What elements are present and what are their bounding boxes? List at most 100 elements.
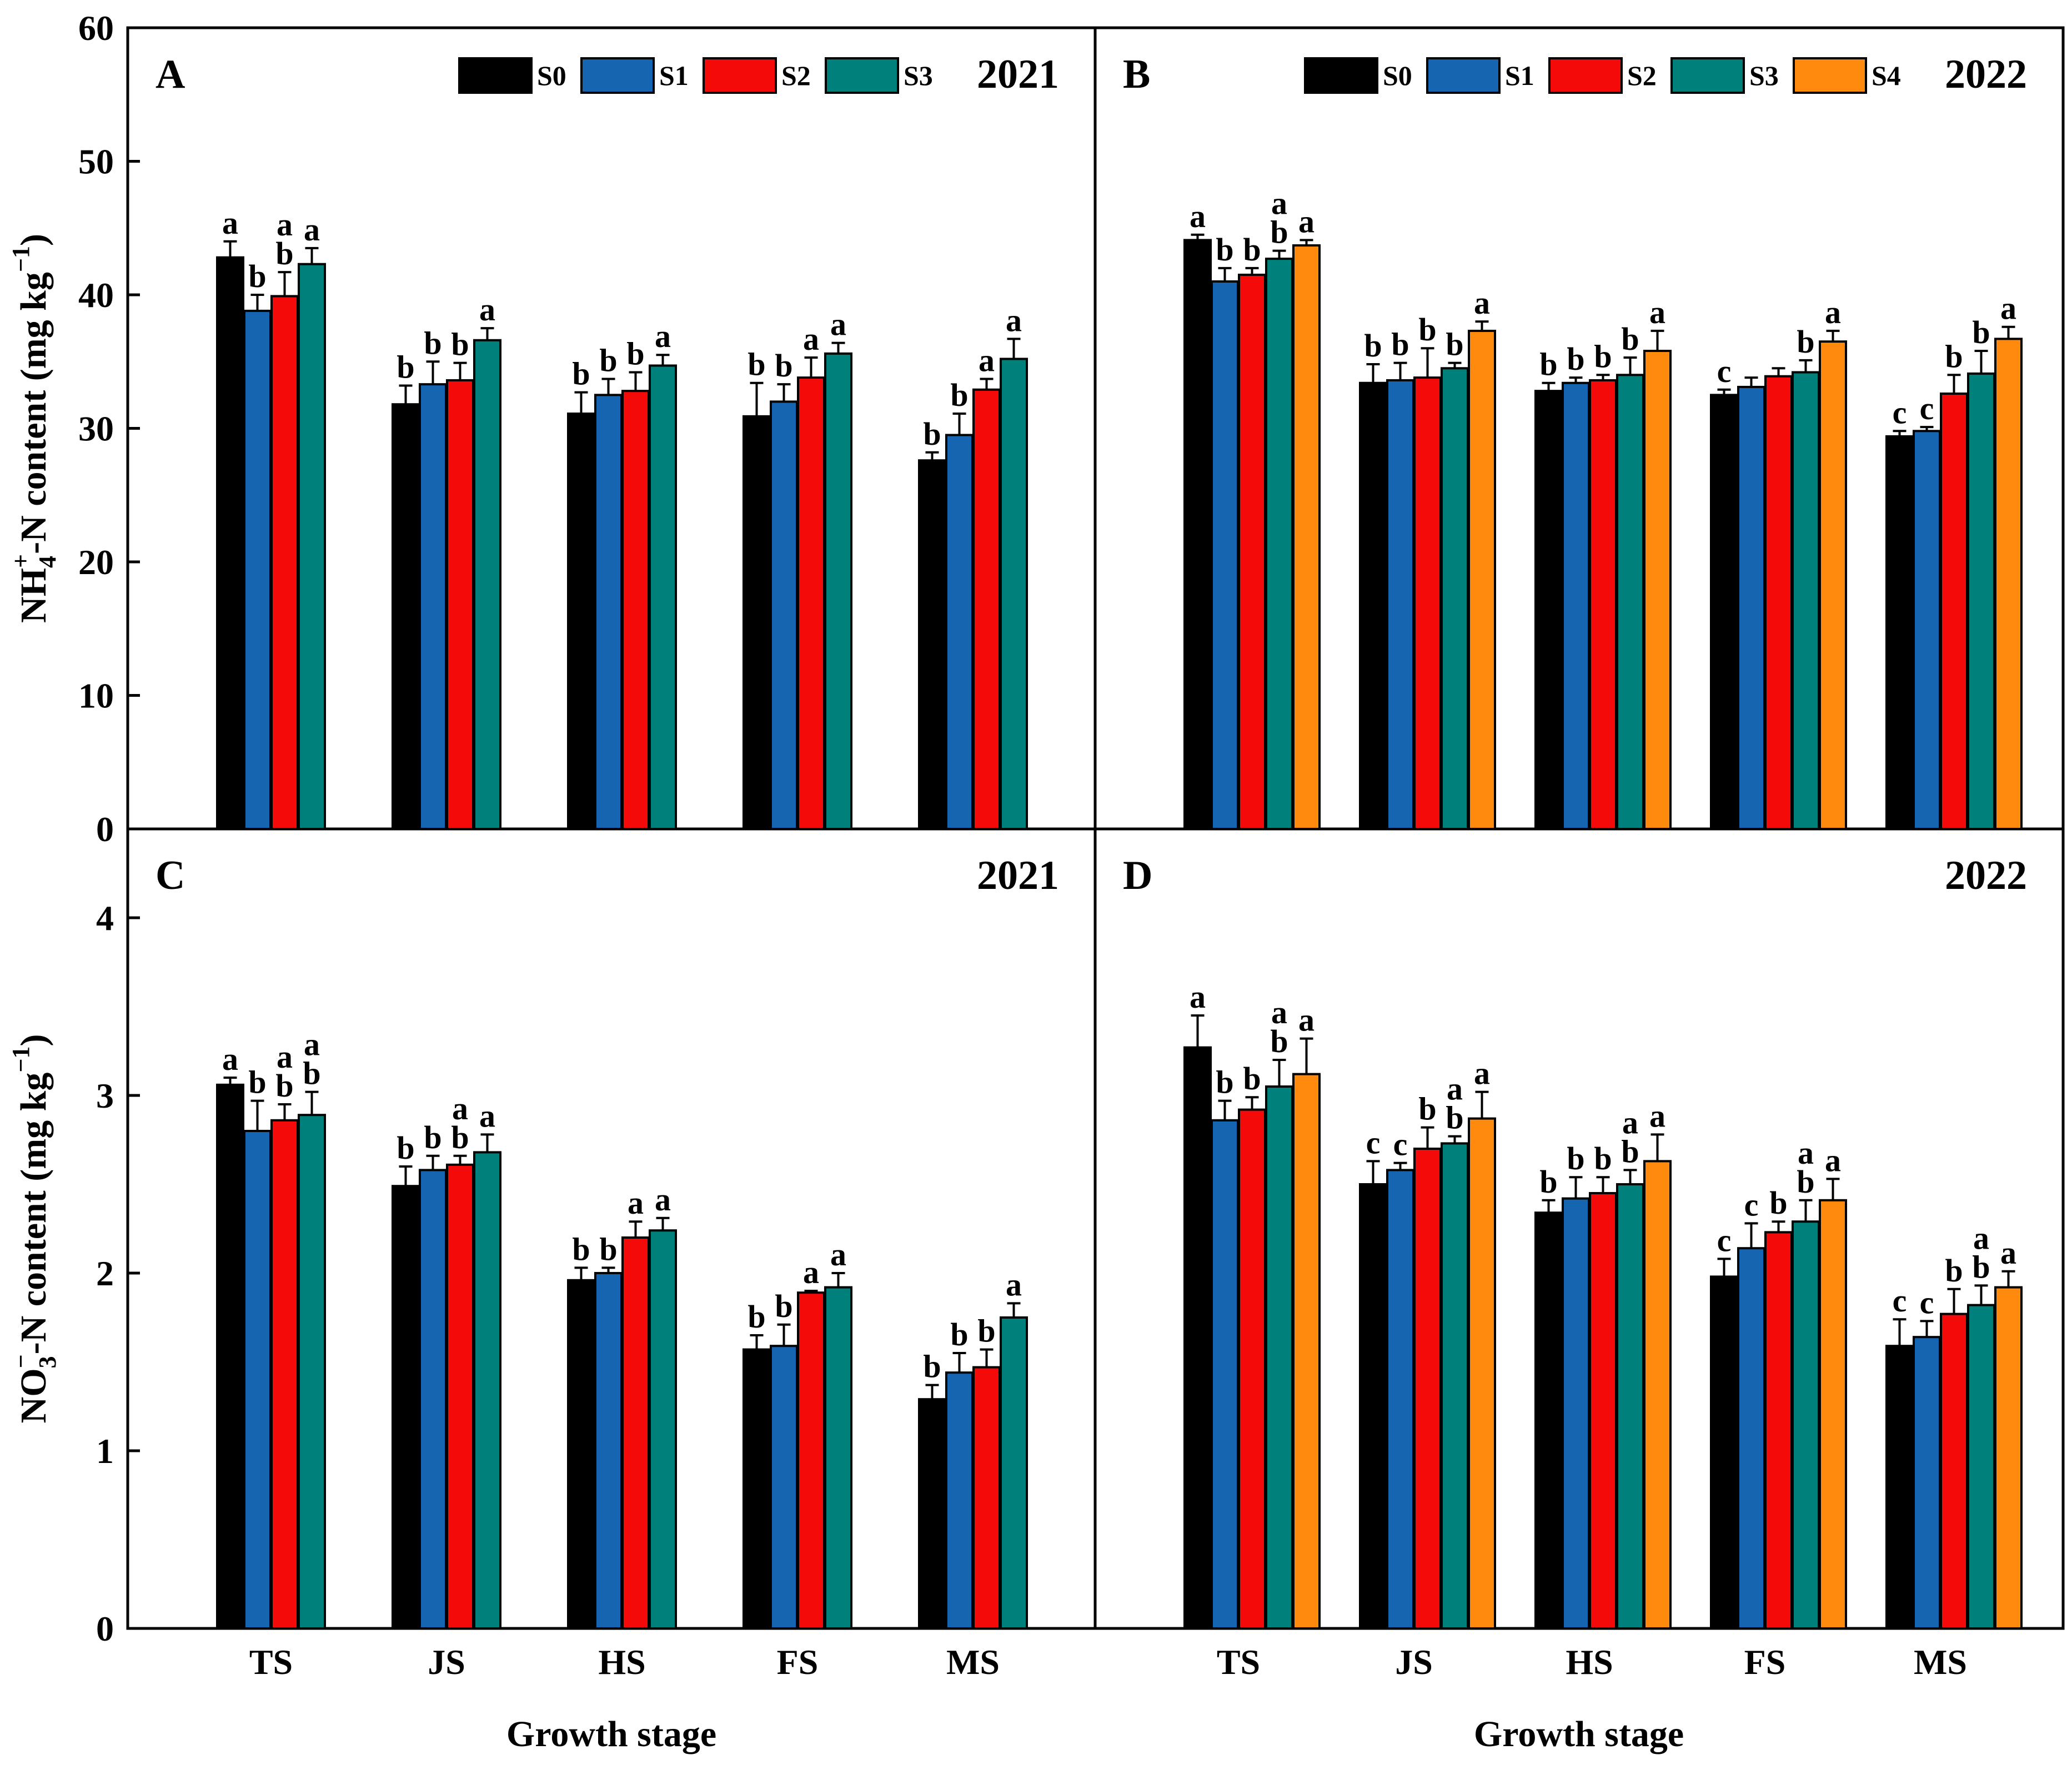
significance-letter: b — [1594, 338, 1612, 374]
y-axis-title-part: ) — [13, 1034, 54, 1047]
significance-letter: c — [1393, 1127, 1408, 1163]
significance-letter: b — [275, 1068, 293, 1104]
bar-s4 — [1643, 1160, 1672, 1630]
panel-letter: C — [155, 853, 185, 898]
legend-label-s2: S2 — [781, 60, 811, 91]
y-tick-label: 50 — [78, 142, 114, 182]
significance-letter: a — [1006, 302, 1022, 338]
y-axis-title-part: + — [7, 554, 34, 568]
bar-s3 — [1000, 1316, 1028, 1630]
legend-swatch-s3 — [825, 57, 899, 94]
significance-letter: a — [1973, 1220, 1989, 1256]
y-tick-label: 20 — [78, 542, 114, 582]
significance-letter: b — [1972, 1249, 1990, 1285]
bar-s2 — [1238, 273, 1266, 830]
significance-letter: a — [452, 1090, 468, 1127]
bar-s2 — [446, 1163, 474, 1630]
bar-s4 — [1643, 350, 1672, 830]
bar-s2 — [270, 295, 299, 830]
bar-s4 — [1994, 338, 2023, 830]
x-axis-title-left: Growth stage — [506, 1714, 716, 1754]
bar-s0 — [392, 1185, 420, 1630]
significance-letter: b — [1243, 232, 1261, 268]
bar-s3 — [1441, 1142, 1469, 1630]
bar-s2 — [1589, 379, 1617, 830]
significance-letter: a — [1649, 1098, 1665, 1134]
bar-s2 — [1413, 1148, 1442, 1630]
significance-letter: a — [1298, 1002, 1315, 1038]
y-axis-title-part: 4 — [34, 556, 61, 568]
significance-letter: b — [923, 416, 941, 452]
significance-letter: b — [1418, 1091, 1436, 1127]
significance-letter: a — [222, 205, 238, 241]
legend-swatch-s1 — [580, 57, 655, 94]
legend-label-s0: S0 — [1383, 60, 1412, 91]
bar-s3 — [1967, 372, 1995, 830]
bar-s2 — [446, 379, 474, 830]
y-tick-label: 30 — [78, 409, 114, 449]
legend-swatch-s2 — [703, 57, 777, 94]
y-axis-title-part: -N content (mg kg — [13, 1073, 54, 1355]
significance-letter: a — [655, 318, 671, 354]
bar-s2 — [972, 1366, 1001, 1630]
legend-label-s3: S3 — [904, 60, 933, 91]
y-axis-title-part: −1 — [7, 1047, 34, 1073]
bar-s0 — [742, 1348, 771, 1630]
bar-s1 — [770, 400, 798, 830]
significance-letter: a — [655, 1181, 671, 1218]
bar-s3 — [1967, 1304, 1995, 1630]
significance-letter: c — [1717, 353, 1732, 389]
bar-s3 — [824, 352, 852, 830]
bar-s4 — [1819, 340, 1847, 830]
bar-s0 — [1885, 1345, 1914, 1630]
bar-s1 — [945, 1371, 974, 1630]
significance-letter: b — [923, 1349, 941, 1385]
legend-label-s1: S1 — [1505, 60, 1534, 91]
significance-letter: c — [1920, 1284, 1934, 1320]
significance-letter: b — [1539, 346, 1557, 383]
bar-s2 — [797, 376, 825, 830]
significance-letter: b — [626, 335, 644, 371]
y-axis-title: NO3−-N content (mg kg−1) — [7, 1034, 61, 1424]
significance-letter: b — [950, 377, 968, 413]
bar-s1 — [1211, 280, 1239, 830]
significance-letter: b — [1797, 324, 1814, 360]
significance-letter: b — [775, 348, 792, 384]
significance-letter: b — [775, 1288, 792, 1324]
y-tick-label: 0 — [96, 809, 114, 849]
significance-letter: b — [1364, 328, 1382, 364]
significance-letter: a — [277, 1039, 293, 1075]
bar-s3 — [473, 1151, 501, 1630]
x-tick-label: FS — [777, 1642, 819, 1682]
y-axis-title: NH4+-N content (mg kg−1) — [7, 234, 61, 623]
significance-letter: b — [303, 1055, 320, 1092]
bar-s0 — [1534, 1211, 1563, 1630]
bar-s3 — [298, 263, 326, 830]
legend-swatch-s2 — [1548, 57, 1623, 94]
bar-s4 — [1292, 1073, 1321, 1630]
bar-s1 — [594, 1272, 623, 1630]
bar-s4 — [1994, 1286, 2023, 1630]
y-tick-label: 2 — [96, 1254, 114, 1293]
significance-letter: c — [1717, 1222, 1732, 1258]
bar-s0 — [1183, 239, 1212, 830]
significance-letter: b — [1446, 326, 1463, 363]
bar-s0 — [1534, 390, 1563, 830]
bar-s2 — [1589, 1192, 1617, 1630]
bar-s0 — [567, 413, 595, 830]
significance-letter: b — [1621, 321, 1639, 357]
significance-letter: b — [1972, 314, 1990, 350]
bar-s3 — [649, 364, 677, 830]
y-axis-title-part: NO — [13, 1368, 54, 1423]
bar-s1 — [1737, 1247, 1765, 1630]
bar-s4 — [1292, 244, 1321, 830]
x-tick-label: TS — [1217, 1642, 1260, 1682]
bars-layer — [216, 57, 2023, 1630]
bar-s1 — [594, 394, 623, 830]
legend-swatch-s0 — [458, 57, 533, 94]
significance-letter: b — [1418, 311, 1436, 348]
significance-letter: b — [451, 326, 469, 363]
x-tick-label: HS — [1566, 1642, 1613, 1682]
significance-letter: b — [424, 325, 442, 361]
